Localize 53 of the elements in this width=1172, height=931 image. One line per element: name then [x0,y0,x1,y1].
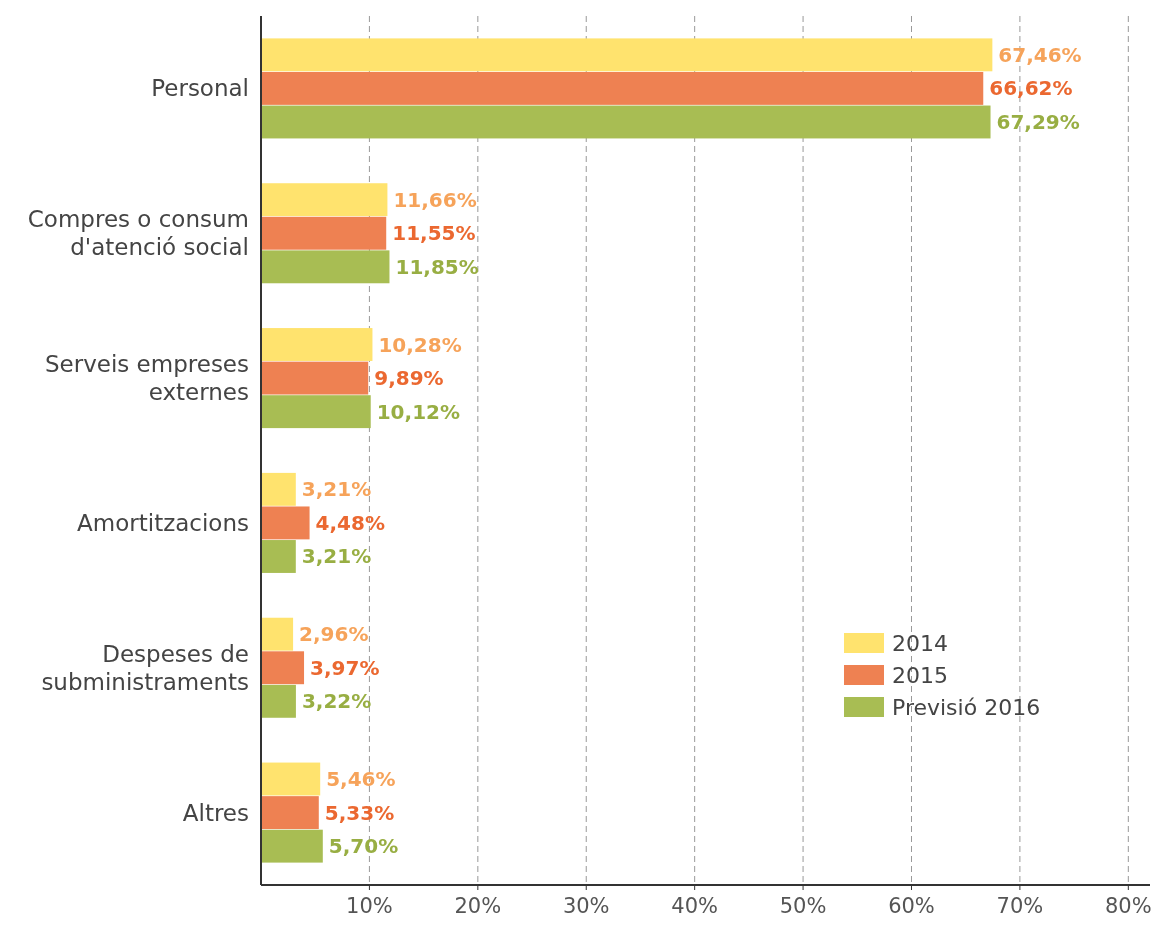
data-label: 3,97% [310,655,380,680]
bar [261,250,390,284]
x-tick-label: 40% [671,894,718,918]
bar [261,105,991,139]
y-tick-label: Compres o consum d'atenció social [27,206,249,261]
y-tick-label: Serveis empreses externes [44,351,249,406]
legend-label: 2014 [892,630,948,656]
data-label: 4,48% [315,510,385,535]
y-tick-label: Despeses de subministraments [41,640,249,695]
data-label: 11,66% [393,187,477,212]
y-tick-label: Amortitzacions [77,509,249,536]
bar [261,651,305,685]
x-tick-label: 10% [346,894,393,918]
x-tick-label: 30% [562,894,610,918]
data-label: 3,21% [301,477,372,502]
bar [261,796,319,830]
y-tick-label: Altres [182,799,249,826]
bar [261,540,296,573]
y-tick-label: Personal [151,75,249,102]
bar [261,617,294,651]
data-label: 10,28% [378,332,462,357]
bar [261,762,321,796]
data-label: 2,96% [299,622,369,647]
data-label: 5,46% [326,767,396,792]
x-tick-label: 80% [1104,894,1152,918]
data-label: 66,62% [989,76,1073,101]
data-label: 9,89% [374,366,444,391]
legend-label: Previsió 2016 [892,694,1041,720]
bar [261,328,373,361]
data-label: 10,12% [376,399,461,424]
x-tick-label: 50% [779,894,827,918]
data-label: 5,33% [324,800,395,825]
bar [261,395,371,429]
bar [261,361,369,395]
legend-label: 2015 [892,662,948,688]
bar [261,684,296,718]
bar [261,506,310,540]
bar [261,71,984,105]
data-label: 67,29% [996,109,1080,134]
data-label: 11,85% [395,254,479,279]
bar [261,472,296,506]
data-label: 67,46% [998,42,1082,67]
data-label: 5,70% [328,834,399,859]
data-label: 3,22% [301,689,372,714]
bar [261,38,993,72]
x-tick-label: 60% [888,894,935,918]
data-label: 11,55% [392,221,476,246]
data-label: 3,21% [301,544,372,569]
bar [261,183,388,217]
bar [261,216,387,250]
x-tick-label: 70% [996,894,1044,918]
x-tick-label: 20% [454,894,502,918]
bar [261,829,323,863]
